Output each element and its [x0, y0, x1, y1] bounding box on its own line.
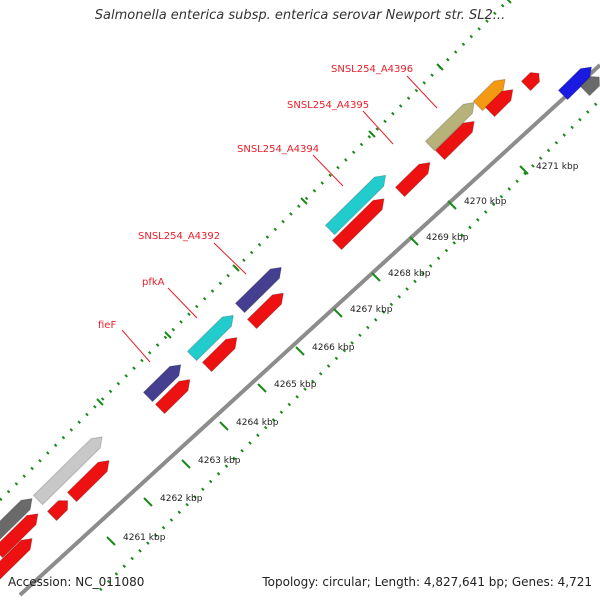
gene-label-leader [362, 110, 394, 145]
feature-cds_red-inner-shape [331, 198, 385, 251]
accession-label: Accession: NC_011080 [8, 575, 145, 589]
feature-indigo-outer-shape [142, 364, 182, 403]
feature-dark_gray-outer [0, 497, 33, 541]
scale-label: 4262 kbp [160, 494, 203, 504]
gene-label-leader [213, 242, 247, 275]
scale-major-tick [333, 308, 343, 318]
feature-cds_red-inner-shape [394, 161, 431, 198]
outer-major-tick [436, 63, 444, 71]
feature-cds_red-inner [0, 537, 33, 581]
scale-major-tick [143, 497, 153, 507]
outer-major-tick [96, 398, 104, 406]
genome-summary-label: Topology: circular; Length: 4,827,641 bp… [262, 575, 592, 589]
feature-indigo-outer [142, 364, 182, 403]
gene-label-leader [312, 154, 344, 187]
inner-scale-ruler [98, 98, 600, 592]
feature-cyan-outer [186, 314, 234, 362]
scale-major-tick [257, 383, 267, 393]
outer-major-tick [368, 130, 376, 138]
scale-label: 4261 kbp [123, 533, 166, 543]
scale-label: 4264 kbp [236, 418, 279, 428]
feature-cds_red-inner [46, 500, 69, 522]
feature-cyan-outer-shape [324, 174, 387, 236]
feature-cds_red-inner-shape [154, 378, 191, 415]
scale-major-tick [519, 165, 529, 175]
gene-label-leader [121, 329, 151, 363]
feature-cds_red-inner [201, 336, 238, 373]
outer-tick-ruler [0, 0, 511, 502]
map-title: Salmonella enterica subsp. enterica sero… [94, 8, 506, 23]
scale-label: 4267 kbp [350, 305, 393, 315]
gene-label-leader [167, 287, 198, 319]
feature-dark_gray-outer-shape [0, 497, 33, 541]
feature-light_gray-outer [32, 436, 103, 506]
feature-cds_red-inner-shape [0, 513, 39, 559]
outer-major-tick [164, 331, 172, 339]
gene-label: SNSL254_A4392 [138, 231, 220, 242]
gene-label: fieF [98, 320, 116, 331]
scale-label: 4263 kbp [198, 456, 241, 466]
gene-label: SNSL254_A4396 [331, 64, 413, 75]
feature-indigo-outer [234, 266, 282, 314]
feature-cyan-outer-shape [186, 314, 234, 362]
scale-label: 4271 kbp [536, 162, 579, 172]
scale-label: 4268 kbp [388, 269, 431, 279]
backbone-line [18, 63, 600, 597]
feature-cds_red-inner [246, 292, 284, 330]
feature-cds_red-inner [484, 88, 514, 118]
feature-cds_red-inner-shape [434, 120, 475, 161]
feature-cds_red-inner [154, 378, 191, 415]
feature-dark_gray-inner [579, 76, 600, 97]
feature-cds_red-inner-shape [66, 459, 110, 503]
gene-label: SNSL254_A4395 [287, 100, 369, 111]
feature-cds_red-inner-shape [246, 292, 284, 330]
feature-cds_red-inner-shape [201, 336, 238, 373]
gene-label: SNSL254_A4394 [237, 144, 319, 155]
feature-cds_red-inner [0, 513, 39, 559]
scale-major-tick [295, 346, 305, 356]
feature-cds_red-inner-shape [0, 537, 33, 581]
scale-major-tick [447, 200, 457, 210]
gene-label-leader [406, 75, 438, 109]
feature-cds_red-inner [66, 459, 110, 503]
feature-cyan-outer [324, 174, 387, 236]
feature-cds_red-inner-shape [484, 88, 514, 118]
feature-blue-outer [557, 66, 593, 101]
feature-light_gray-outer-shape [32, 436, 103, 506]
feature-dark_gray-inner-shape [579, 76, 600, 97]
feature-blue-outer-shape [557, 66, 593, 101]
scale-label: 4266 kbp [312, 343, 355, 353]
feature-orange-outer-shape [472, 78, 506, 112]
scale-major-tick [409, 236, 419, 246]
scale-major-tick [371, 272, 381, 282]
feature-olive-outer [424, 101, 475, 152]
scale-label: 4270 kbp [464, 197, 507, 207]
scale-major-tick [106, 536, 116, 546]
outer-major-tick [300, 197, 308, 205]
feature-cds_red-inner [434, 120, 475, 161]
feature-cds_red-inner-shape [46, 500, 69, 522]
feature-orange-outer [472, 78, 506, 112]
scale-label: 4265 kbp [274, 380, 317, 390]
scale-label: 4269 kbp [426, 233, 469, 243]
feature-cds_red-inner [520, 72, 541, 92]
feature-cds_red-inner-shape [520, 72, 541, 92]
feature-indigo-outer-shape [234, 266, 282, 314]
feature-olive-outer-shape [424, 101, 475, 152]
outer-major-tick [506, 0, 512, 4]
scale-major-tick [219, 421, 229, 431]
feature-cds_red-inner [394, 161, 431, 198]
outer-major-tick [232, 264, 240, 272]
scale-major-tick [181, 459, 191, 469]
feature-cds_red-inner [331, 198, 385, 251]
gene-label: pfkA [142, 277, 165, 288]
